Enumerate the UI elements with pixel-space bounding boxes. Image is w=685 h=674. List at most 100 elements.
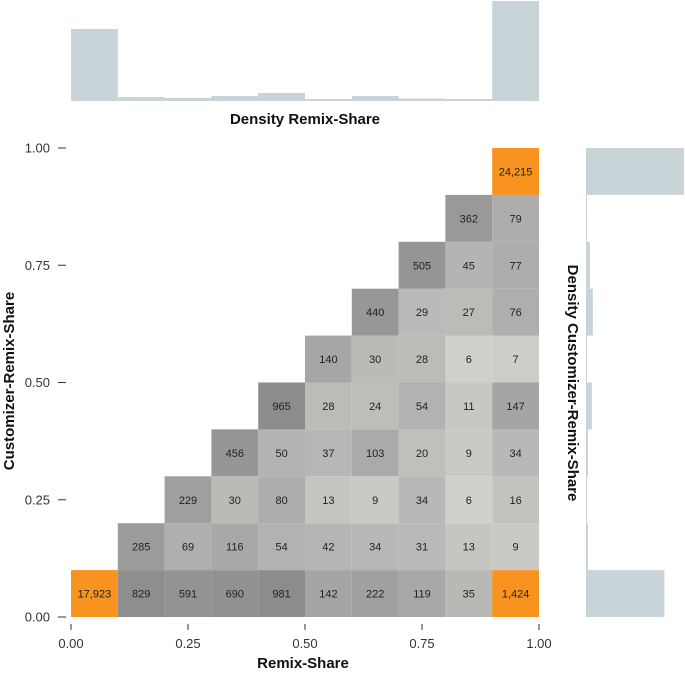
heatmap-cell: [398, 429, 446, 477]
cell-value-label: 981: [272, 589, 290, 601]
cell-value-label: 9: [513, 542, 519, 554]
heatmap-cell: [445, 288, 493, 336]
top-histogram-bar: [117, 97, 165, 101]
heatmap-cell: [445, 523, 493, 571]
heatmap-cell: [117, 570, 165, 617]
cell-value-label: 229: [179, 495, 197, 507]
y-tick-label: 0.00: [25, 610, 50, 625]
x-tick-label: 0.50: [292, 636, 317, 651]
cell-value-label: 9: [372, 495, 378, 507]
heatmap-cell: [445, 382, 493, 430]
heatmap-cell: [492, 570, 539, 617]
x-tick-label: 0.00: [58, 636, 83, 651]
heatmap-cell: [445, 476, 493, 524]
heatmap-cell: [258, 429, 305, 477]
heatmap-cell: [164, 476, 212, 524]
y-tick-label: 0.75: [25, 258, 50, 273]
cell-value-label: 54: [275, 542, 287, 554]
right-histogram-bar: [586, 241, 590, 289]
top-marginal-histogram: [71, 1, 539, 101]
cell-value-label: 27: [463, 307, 475, 319]
heatmap-cell: [492, 476, 539, 524]
top-histogram-label: Density Remix-Share: [230, 111, 380, 128]
top-histogram-bar: [305, 99, 352, 101]
cell-value-label: 69: [182, 542, 194, 554]
right-histogram-bar: [586, 288, 593, 336]
cell-value-label: 37: [322, 448, 334, 460]
heatmap-cell: [305, 382, 352, 430]
cell-value-label: 76: [509, 307, 521, 319]
heatmap-cell: [492, 194, 539, 242]
heatmap-cell: [164, 570, 212, 617]
top-histogram-bar: [445, 99, 493, 101]
heatmap-cell: [117, 523, 165, 571]
x-tick-label: 0.75: [409, 636, 434, 651]
heatmap-cell: [492, 382, 539, 430]
cell-value-label: 103: [366, 448, 384, 460]
y-axis-label: Customizer-Remix-Share: [1, 292, 18, 470]
cell-value-label: 79: [509, 213, 521, 225]
cell-value-label: 285: [132, 542, 150, 554]
heatmap-cell: [305, 476, 352, 524]
cell-value-label: 140: [319, 354, 337, 366]
right-histogram-bar: [586, 382, 592, 430]
heatmap-cell: [398, 335, 446, 383]
top-histogram-bar: [351, 96, 399, 101]
cell-value-label: 142: [319, 589, 337, 601]
heatmap-cell: [398, 476, 446, 524]
cell-value-label: 28: [416, 354, 428, 366]
top-histogram-bar: [492, 1, 539, 101]
heatmap-cell: [445, 570, 493, 617]
cell-value-label: 24,215: [499, 166, 533, 178]
heatmap-cell: [211, 476, 259, 524]
heatmap-cell: [211, 570, 259, 617]
cell-value-label: 29: [416, 307, 428, 319]
cell-value-label: 17,923: [78, 589, 112, 601]
cell-value-label: 20: [416, 448, 428, 460]
heatmap-cell: [492, 148, 539, 195]
heatmap-cell: [492, 335, 539, 383]
heatmap-cell: [492, 523, 539, 571]
top-histogram-bar: [71, 29, 118, 101]
cell-value-label: 50: [275, 448, 287, 460]
top-histogram-bar: [398, 98, 446, 101]
heatmap-cell: [305, 570, 352, 617]
cell-value-label: 30: [369, 354, 381, 366]
cell-value-label: 147: [506, 401, 524, 413]
cell-value-label: 34: [509, 448, 521, 460]
heatmap-cell: [164, 523, 212, 571]
right-histogram-bar: [586, 429, 588, 477]
heatmap-cell: [351, 335, 399, 383]
x-tick-label: 0.25: [175, 636, 200, 651]
right-histogram-bar: [586, 523, 588, 571]
heatmap-cell: [258, 382, 305, 430]
cell-value-label: 690: [226, 589, 244, 601]
heatmap-cell: [445, 194, 493, 242]
y-tick-label: 1.00: [25, 141, 50, 156]
heatmap-cell: [351, 288, 399, 336]
heatmap-cell: [398, 570, 446, 617]
heatmap-cell: [258, 570, 305, 617]
cell-value-label: 829: [132, 589, 150, 601]
cell-value-label: 35: [463, 589, 475, 601]
cell-value-label: 77: [509, 260, 521, 272]
heatmap-cell: [351, 429, 399, 477]
x-tick-label: 1.00: [526, 636, 551, 651]
heatmap-cell: [258, 476, 305, 524]
heatmap-cell: [492, 288, 539, 336]
x-axis-label: Remix-Share: [257, 655, 349, 672]
cell-value-label: 591: [179, 589, 197, 601]
top-histogram-bar: [211, 96, 259, 101]
heatmap-cell: [211, 523, 259, 571]
cell-value-label: 54: [416, 401, 428, 413]
heatmap-cell: [258, 523, 305, 571]
cell-value-label: 9: [466, 448, 472, 460]
cell-value-label: 31: [416, 542, 428, 554]
cell-value-label: 16: [509, 495, 521, 507]
cell-value-label: 116: [226, 542, 244, 554]
cell-value-label: 222: [366, 589, 384, 601]
heatmap-cell: [398, 382, 446, 430]
cell-value-label: 6: [466, 354, 472, 366]
cell-value-label: 119: [413, 589, 431, 601]
cell-value-label: 30: [229, 495, 241, 507]
